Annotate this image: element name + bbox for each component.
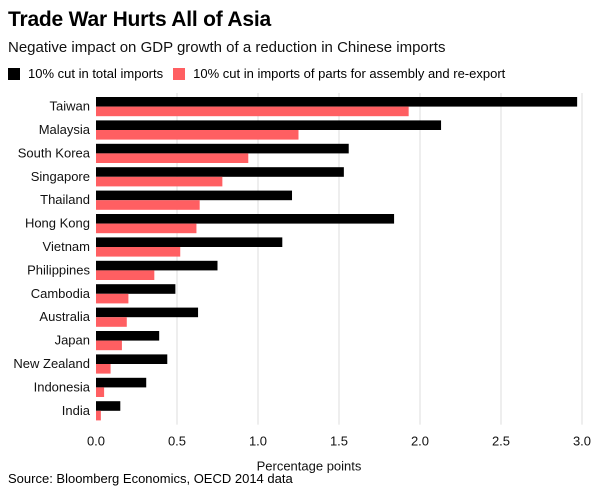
bar-total-imports — [96, 120, 442, 130]
x-tick-label: 0.5 — [168, 434, 186, 449]
bar-total-imports — [96, 260, 218, 271]
legend-label-total-imports: 10% cut in total imports — [28, 66, 164, 81]
bar-total-imports — [96, 331, 160, 341]
category-label: Australia — [39, 309, 90, 324]
legend-item-total-imports: 10% cut in total imports — [8, 66, 163, 81]
bar-total-imports — [96, 307, 199, 318]
bar-parts-imports — [96, 247, 181, 257]
chart-title: Trade War Hurts All of Asia — [8, 8, 271, 31]
category-label: New Zealand — [13, 356, 90, 371]
bar-parts-imports — [96, 223, 197, 234]
bar-total-imports — [96, 167, 344, 177]
bar-parts-imports — [96, 340, 122, 351]
category-label: Cambodia — [31, 286, 91, 301]
bar-parts-imports — [96, 270, 155, 280]
x-tick-label: 3.0 — [573, 434, 591, 449]
bar-parts-imports — [96, 410, 101, 421]
bar-total-imports — [96, 401, 121, 411]
bar-parts-imports — [96, 293, 129, 304]
bar-parts-imports — [96, 200, 200, 210]
bar-total-imports — [96, 97, 578, 107]
legend-swatch-total-imports — [8, 67, 20, 80]
x-tick-label: 1.0 — [249, 434, 267, 449]
category-label: Hong Kong — [25, 216, 90, 231]
category-label: South Korea — [18, 145, 91, 160]
category-label: Taiwan — [50, 99, 90, 114]
bar-parts-imports — [96, 176, 223, 187]
bar-total-imports — [96, 190, 293, 201]
category-label: Japan — [55, 333, 90, 348]
bar-total-imports — [96, 143, 349, 154]
bar-total-imports — [96, 237, 283, 247]
x-tick-label: 2.5 — [492, 434, 510, 449]
bar-parts-imports — [96, 364, 111, 374]
legend-swatch-parts-imports — [173, 67, 186, 80]
bar-parts-imports — [96, 106, 409, 117]
x-tick-label: 0.0 — [87, 434, 105, 449]
category-label: Malaysia — [39, 122, 91, 137]
x-axis-label: Percentage points — [257, 459, 362, 474]
category-label: Indonesia — [34, 379, 91, 394]
bar-total-imports — [96, 354, 168, 364]
x-tick-label: 1.5 — [330, 434, 348, 449]
source-note: Source: Bloomberg Economics, OECD 2014 d… — [8, 471, 293, 486]
category-label: India — [62, 403, 91, 418]
bar-parts-imports — [96, 317, 127, 327]
x-tick-label: 2.0 — [411, 434, 429, 449]
bar-total-imports — [96, 214, 395, 224]
bar-total-imports — [96, 284, 176, 294]
category-label: Vietnam — [43, 239, 90, 254]
category-label: Singapore — [31, 169, 90, 184]
legend-item-parts-imports: 10% cut in imports of parts for assembly… — [173, 66, 505, 81]
legend: 10% cut in total imports 10% cut in impo… — [8, 66, 515, 81]
chart-subtitle: Negative impact on GDP growth of a reduc… — [8, 39, 446, 56]
bar-parts-imports — [96, 153, 249, 163]
category-label: Thailand — [40, 192, 90, 207]
bar-total-imports — [96, 377, 147, 388]
bar-parts-imports — [96, 387, 105, 397]
bar-parts-imports — [96, 130, 299, 140]
legend-label-parts-imports: 10% cut in imports of parts for assembly… — [193, 66, 506, 81]
category-label: Philippines — [27, 262, 90, 277]
